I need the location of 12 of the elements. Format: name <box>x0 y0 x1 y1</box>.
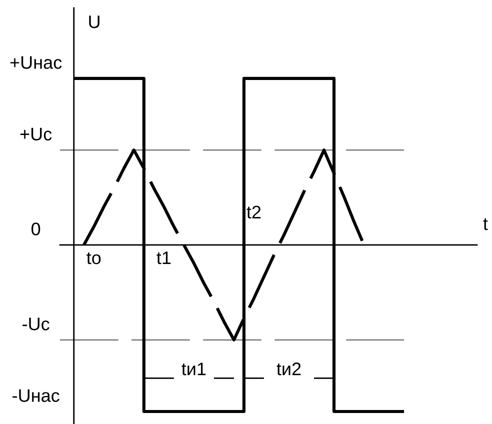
text: -Uнас <box>12 389 60 402</box>
series-label: tи2 <box>276 362 301 376</box>
text: 0 <box>31 222 40 236</box>
series-label: tи1 <box>182 362 206 376</box>
y-axis-title: U <box>89 16 100 28</box>
ref-line-label: -Uc <box>22 318 50 330</box>
ref-line-label: +Uc <box>20 128 52 141</box>
x-tick-label: t2 <box>246 206 261 218</box>
x-tick-label: to <box>86 252 101 264</box>
x-tick-label: t1 <box>156 252 171 264</box>
text: +Uнас <box>10 56 62 69</box>
x-axis-title: t <box>483 218 488 230</box>
